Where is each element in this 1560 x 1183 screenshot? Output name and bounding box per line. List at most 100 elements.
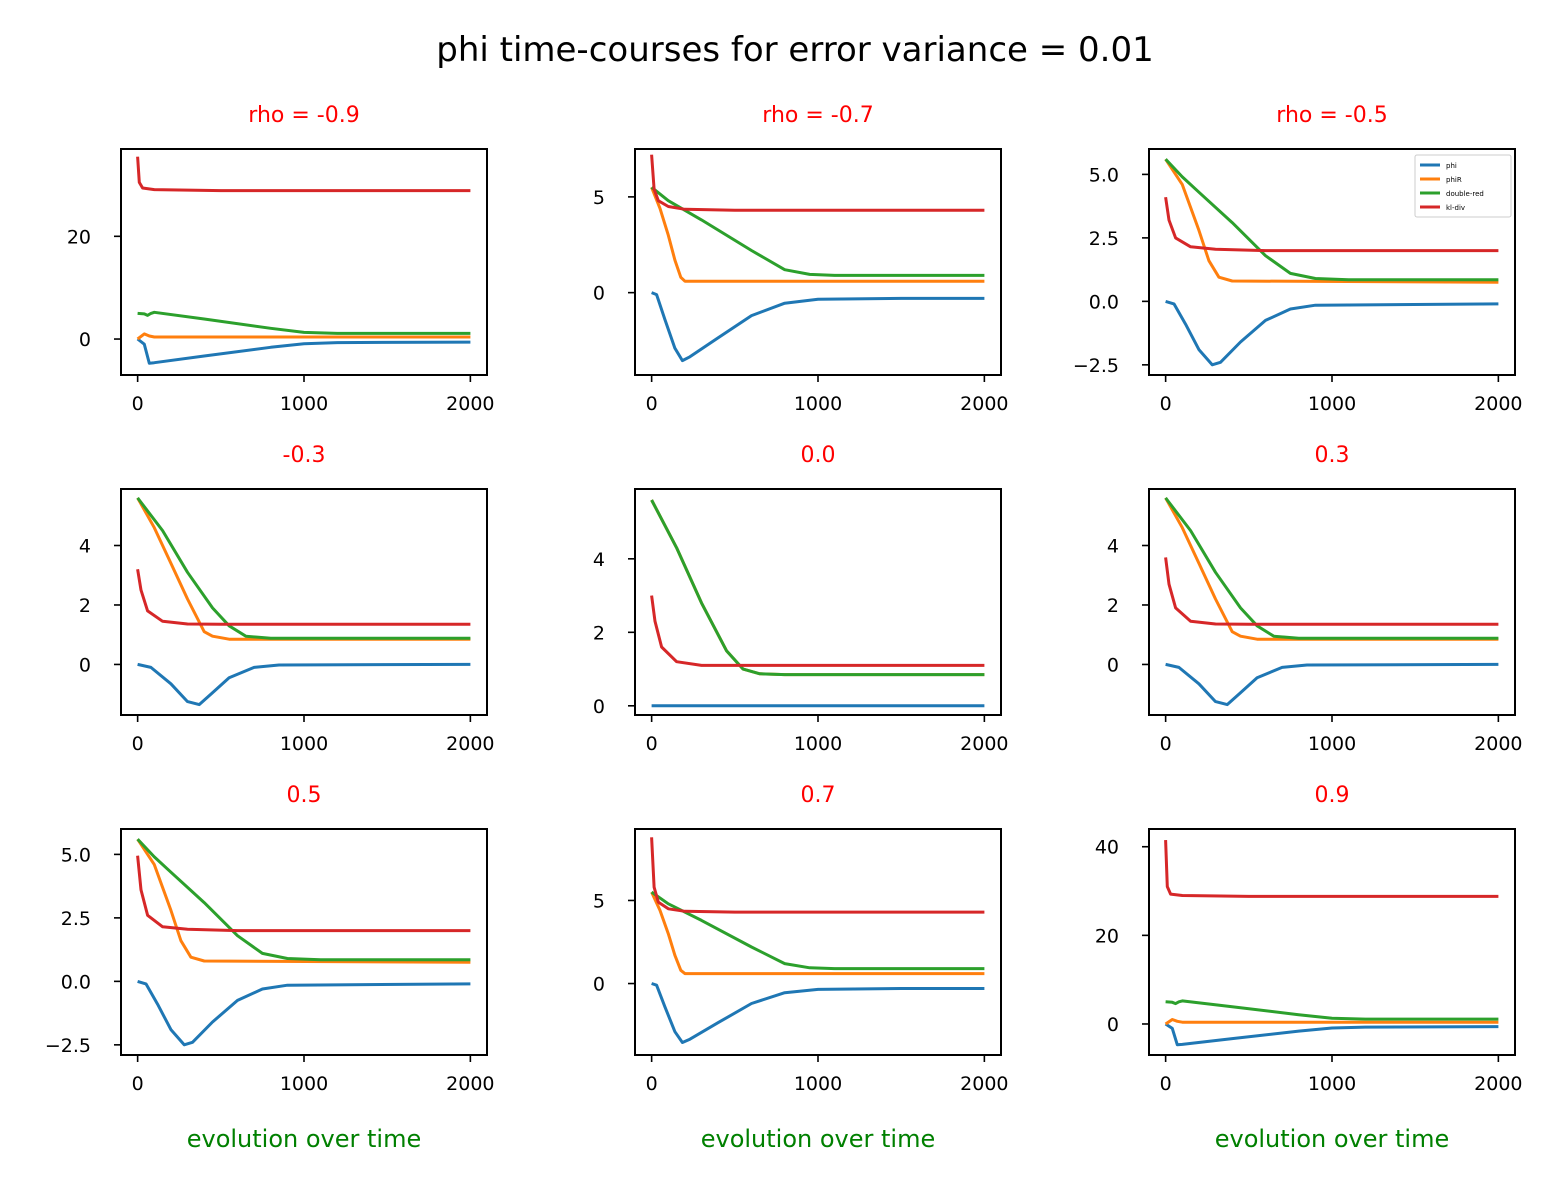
subplot-title: rho = -0.7	[762, 103, 873, 128]
x-tick-label: 1000	[794, 1073, 842, 1095]
series-line-kl-div	[650, 595, 985, 667]
y-tick-label: 2	[593, 622, 605, 644]
series-line-phiR	[136, 497, 471, 641]
x-axis-label: evolution over time	[701, 1125, 936, 1153]
y-tick-label: −2.5	[1073, 355, 1119, 377]
x-tick-label: 1000	[280, 1073, 328, 1095]
y-tick-label: 4	[79, 536, 91, 558]
series-lines	[650, 837, 985, 1044]
y-tick-label: −2.5	[45, 1035, 91, 1057]
series-line-double-red	[1164, 496, 1499, 640]
x-tick-label: 2000	[960, 1073, 1008, 1095]
legend: phi phiR double-red kl-div	[1414, 154, 1512, 218]
x-tick-label: 1000	[1308, 1073, 1356, 1095]
series-lines	[136, 838, 471, 1047]
figure-title: phi time-courses for error variance = 0.…	[436, 30, 1154, 70]
x-tick-label: 0	[132, 1073, 144, 1095]
series-line-kl-div	[650, 837, 985, 914]
series-line-double-red	[650, 186, 985, 277]
series-line-phi	[651, 982, 985, 1044]
subplot-title: rho = -0.5	[1276, 103, 1387, 128]
series-lines	[136, 496, 471, 707]
series-line-phiR	[1164, 158, 1499, 284]
legend-label: kl-div	[1446, 204, 1465, 212]
x-tick-label: 0	[1160, 1073, 1172, 1095]
subplot-6: 0 1000 2000 0 2 4 0.3	[1107, 443, 1523, 755]
series-line-kl-div	[1164, 840, 1499, 898]
series-line-double-red	[1165, 999, 1499, 1021]
x-tick-label: 0	[646, 393, 658, 415]
y-tick-label: 0	[593, 283, 605, 305]
series-line-phiR	[650, 891, 985, 976]
axes-frame	[634, 148, 1002, 376]
axes-frame	[1148, 488, 1516, 716]
series-line-double-red	[650, 890, 985, 971]
x-axis-label: evolution over time	[187, 1125, 422, 1153]
subplot-title: rho = -0.9	[248, 103, 359, 128]
y-tick-label: 0	[79, 654, 91, 676]
y-tick-label: 2	[1107, 595, 1119, 617]
legend-label: double-red	[1446, 190, 1484, 198]
series-lines	[1164, 496, 1499, 707]
subplot-9: 0 1000 2000 0 20 40 0.9 evolution over time	[1095, 783, 1523, 1153]
subplot-title: 0.0	[801, 443, 836, 468]
x-tick-label: 2000	[446, 1073, 494, 1095]
x-tick-label: 2000	[446, 393, 494, 415]
subplot-title: 0.5	[287, 783, 322, 808]
x-axis-label: evolution over time	[1215, 1125, 1450, 1153]
subplot-title: 0.9	[1315, 783, 1350, 808]
x-tick-label: 0	[646, 733, 658, 755]
y-tick-label: 2	[79, 595, 91, 617]
x-tick-label: 0	[1160, 733, 1172, 755]
subplot-title: 0.7	[801, 783, 836, 808]
y-tick-label: 5	[593, 187, 605, 209]
legend-box	[1414, 154, 1512, 218]
subplot-4: 0 1000 2000 0 2 4 -0.3	[79, 443, 495, 755]
subplot-title: -0.3	[283, 443, 326, 468]
series-lines	[136, 156, 471, 365]
subplot-3: 0 1000 2000 −2.5 0.0 2.5 5.0 rho = -0.5 phi phiR d…	[1073, 103, 1523, 415]
legend-label: phi	[1446, 162, 1457, 170]
series-lines	[1164, 158, 1499, 367]
series-line-phi	[137, 662, 471, 707]
subplot-7: 0 1000 2000 −2.5 0.0 2.5 5.0 0.5 evolution over …	[45, 783, 495, 1153]
y-tick-label: 4	[593, 549, 605, 571]
y-tick-label: 5	[593, 890, 605, 912]
series-line-kl-div	[136, 156, 471, 193]
series-line-phiR	[136, 332, 471, 341]
series-line-double-red	[137, 310, 471, 335]
series-line-kl-div	[650, 154, 985, 212]
y-tick-label: 20	[1095, 925, 1119, 947]
series-line-double-red	[650, 499, 985, 677]
y-tick-label: 0	[1107, 1014, 1119, 1036]
series-line-phi	[1164, 1022, 1499, 1047]
x-tick-label: 2000	[1474, 733, 1522, 755]
subplot-5: 0 1000 2000 0 2 4 0.0	[593, 443, 1009, 755]
series-line-phiR	[136, 838, 471, 964]
y-tick-label: 5.0	[61, 844, 91, 866]
x-tick-label: 1000	[280, 393, 328, 415]
axes-frame	[120, 828, 488, 1056]
y-tick-label: 20	[67, 226, 91, 248]
x-tick-label: 0	[646, 1073, 658, 1095]
subplot-1: 0 1000 2000 0 20 rho = -0.9	[67, 103, 495, 415]
y-tick-label: 2.5	[61, 908, 91, 930]
subplot-2: 0 1000 2000 0 5 rho = -0.7	[593, 103, 1009, 415]
x-tick-label: 1000	[1308, 393, 1356, 415]
y-tick-label: 5.0	[1089, 164, 1119, 186]
subplot-title: 0.3	[1315, 443, 1350, 468]
series-line-double-red	[1164, 158, 1499, 282]
x-tick-label: 2000	[960, 733, 1008, 755]
series-line-phi	[136, 337, 471, 365]
x-tick-label: 2000	[960, 393, 1008, 415]
series-line-kl-div	[136, 855, 471, 933]
series-lines	[1164, 840, 1499, 1047]
series-line-double-red	[136, 838, 471, 962]
x-tick-label: 1000	[280, 733, 328, 755]
series-lines	[650, 154, 985, 363]
y-tick-label: 40	[1095, 837, 1119, 859]
legend-label: phiR	[1446, 176, 1462, 184]
series-line-phi	[1165, 662, 1499, 707]
